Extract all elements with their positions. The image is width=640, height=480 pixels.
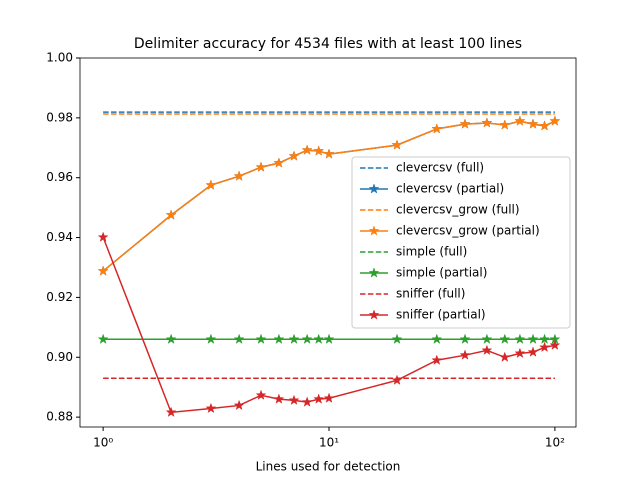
marker [481, 344, 493, 356]
legend-label: sniffer (full) [396, 287, 465, 301]
legend-label: clevercsv (full) [396, 161, 484, 175]
marker [499, 119, 511, 130]
legend-label: clevercsv_grow (partial) [396, 224, 540, 238]
marker [273, 393, 285, 404]
marker [301, 333, 313, 344]
marker [539, 341, 551, 353]
marker [514, 115, 526, 126]
chart-title: Delimiter accuracy for 4534 files with a… [134, 36, 522, 52]
marker [273, 333, 285, 344]
marker [431, 123, 443, 134]
marker [97, 333, 109, 344]
y-tick-label: 0.92 [46, 290, 73, 304]
marker [323, 333, 335, 344]
marker [323, 392, 335, 403]
plot-frame [79, 57, 577, 428]
marker [165, 406, 177, 417]
marker [97, 265, 109, 276]
marker [313, 333, 325, 344]
legend-box [351, 156, 571, 329]
marker [499, 333, 511, 344]
legend-label: sniffer (partial) [396, 308, 486, 322]
x-axis-label: Lines used for detection [256, 460, 401, 474]
y-tick-label: 0.90 [46, 350, 73, 364]
marker [539, 120, 551, 131]
legend-marker [368, 225, 380, 236]
legend-label: simple (partial) [396, 266, 487, 280]
legend-marker [368, 267, 380, 278]
y-tick-label: 0.88 [46, 410, 73, 424]
marker [205, 402, 217, 414]
marker [539, 333, 551, 344]
marker [527, 118, 539, 129]
marker [165, 209, 177, 220]
marker [459, 333, 471, 344]
legend-label: clevercsv_grow (full) [396, 203, 520, 217]
x-tick-label: 10² [545, 436, 565, 450]
marker [205, 333, 217, 344]
x-tick-label: 10¹ [319, 436, 339, 450]
marker [549, 339, 561, 350]
marker [255, 161, 267, 172]
legend-label: simple (full) [396, 245, 467, 259]
marker [391, 139, 403, 150]
marker [499, 351, 511, 362]
marker [301, 144, 313, 155]
marker [514, 333, 526, 344]
marker [323, 148, 335, 159]
marker [391, 333, 403, 344]
marker [233, 333, 245, 344]
marker [273, 157, 285, 168]
y-tick-label: 1.00 [46, 51, 73, 65]
marker [459, 118, 471, 129]
marker [233, 399, 245, 411]
marker [288, 150, 300, 161]
legend-marker [368, 309, 380, 320]
legend-label: clevercsv (partial) [396, 182, 504, 196]
y-tick-label: 0.96 [46, 170, 73, 184]
marker [527, 333, 539, 344]
x-tick-label: 10⁰ [93, 436, 113, 450]
y-tick-label: 0.94 [46, 230, 73, 244]
marker [165, 333, 177, 344]
marker [481, 333, 493, 344]
marker [527, 346, 539, 357]
marker [288, 394, 300, 406]
marker [97, 231, 109, 242]
legend-marker [368, 183, 380, 194]
marker [205, 179, 217, 190]
marker [549, 115, 561, 126]
marker [431, 333, 443, 344]
marker [233, 170, 245, 181]
marker [313, 393, 325, 404]
marker [431, 354, 443, 365]
y-tick-label: 0.98 [46, 110, 73, 124]
marker [459, 349, 471, 360]
marker [481, 117, 493, 128]
marker [255, 333, 267, 344]
marker [313, 145, 325, 156]
marker [391, 374, 403, 385]
marker [301, 396, 313, 407]
marker [514, 347, 526, 359]
marker [255, 389, 267, 400]
marker [288, 333, 300, 344]
